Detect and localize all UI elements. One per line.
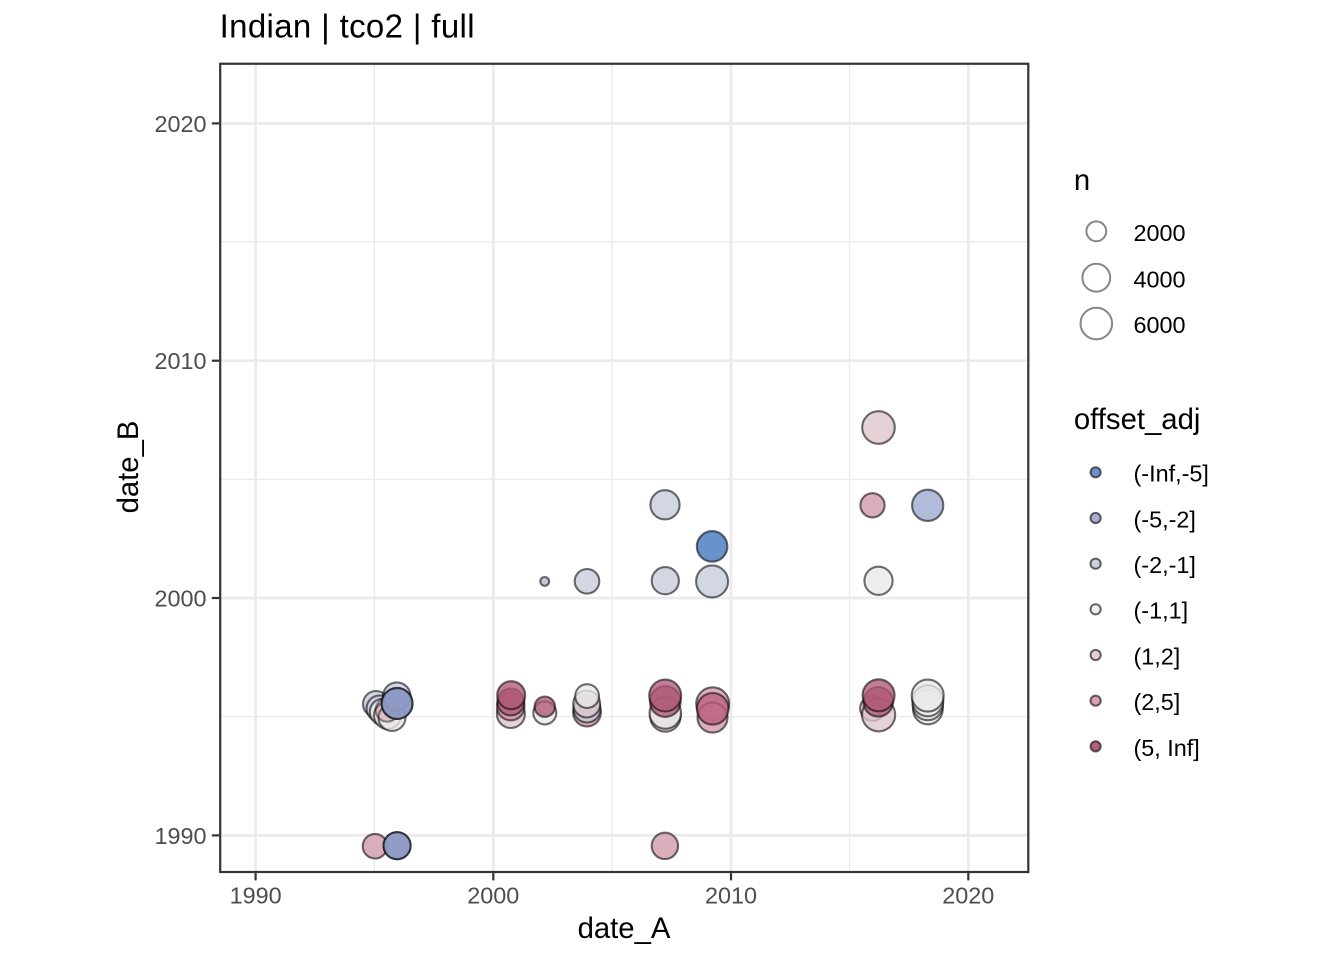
svg-text:(-5,-2]: (-5,-2]	[1134, 506, 1196, 532]
svg-text:date_A: date_A	[578, 912, 671, 945]
svg-text:date_B: date_B	[112, 421, 145, 514]
svg-text:(-Inf,-5]: (-Inf,-5]	[1134, 461, 1209, 487]
svg-text:2000: 2000	[154, 586, 206, 612]
svg-text:6000: 6000	[1134, 312, 1186, 338]
svg-text:n: n	[1074, 164, 1090, 197]
svg-text:(-1,1]: (-1,1]	[1134, 598, 1189, 624]
svg-text:2000: 2000	[467, 882, 519, 908]
svg-text:2010: 2010	[705, 882, 757, 908]
svg-text:2020: 2020	[154, 111, 206, 137]
svg-text:1990: 1990	[154, 823, 206, 849]
svg-text:(1,2]: (1,2]	[1134, 643, 1181, 669]
svg-text:4000: 4000	[1134, 266, 1186, 292]
svg-text:offset_adj: offset_adj	[1074, 403, 1201, 436]
svg-text:2020: 2020	[942, 882, 994, 908]
svg-text:1990: 1990	[230, 882, 282, 908]
svg-text:(-2,-1]: (-2,-1]	[1134, 552, 1196, 578]
svg-text:Indian | tco2 | full: Indian | tco2 | full	[220, 8, 475, 45]
svg-text:2000: 2000	[1134, 220, 1186, 246]
svg-text:(2,5]: (2,5]	[1134, 689, 1181, 715]
svg-text:(5, Inf]: (5, Inf]	[1134, 735, 1200, 761]
svg-text:2010: 2010	[154, 348, 206, 374]
